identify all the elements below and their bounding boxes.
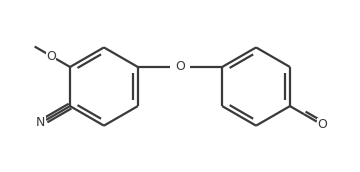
Text: O: O [317,118,327,131]
Text: N: N [36,116,46,130]
Text: O: O [46,50,56,63]
Text: O: O [175,61,185,73]
